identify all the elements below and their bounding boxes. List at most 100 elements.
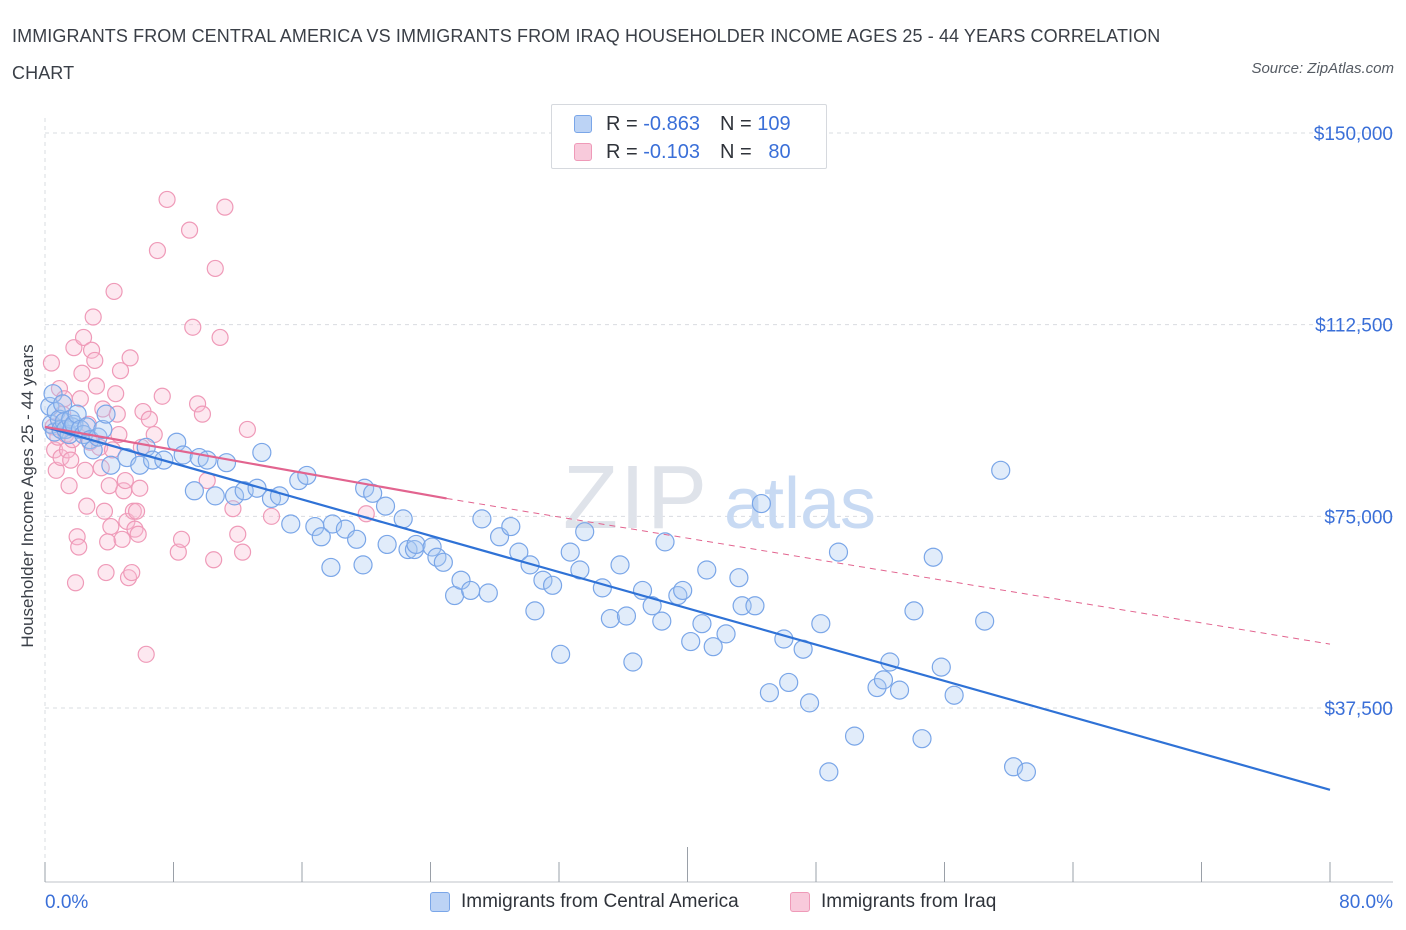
data-point-iraq — [116, 471, 134, 490]
data-point-iraq — [180, 221, 199, 239]
data-point-iraq — [82, 341, 101, 359]
r-label: R = — [606, 112, 638, 135]
data-point-central-america — [811, 614, 831, 634]
data-point-central-america — [844, 726, 865, 746]
data-point-iraq — [233, 543, 252, 561]
data-point-iraq — [95, 502, 114, 520]
data-point-central-america — [873, 670, 894, 690]
data-point-iraq — [129, 525, 147, 543]
data-point-iraq — [193, 405, 212, 423]
data-point-iraq — [108, 405, 126, 423]
trend-lines — [44, 425, 1331, 791]
data-point-iraq — [172, 530, 191, 548]
data-point-central-america — [1016, 762, 1037, 782]
data-point-central-america — [610, 555, 630, 575]
data-point-central-america — [642, 596, 662, 616]
data-point-iraq — [60, 477, 78, 495]
data-point-iraq — [111, 362, 130, 380]
data-point-central-america — [1003, 757, 1024, 777]
legend-label-iraq: Immigrants from Iraq — [821, 891, 997, 912]
data-point-central-america — [673, 580, 693, 601]
data-point-iraq — [58, 441, 77, 459]
legend-item-iraq[interactable]: Immigrants from Iraq — [790, 888, 996, 916]
data-point-iraq — [238, 420, 256, 439]
data-point-central-america — [375, 496, 396, 516]
data-point-iraq — [66, 574, 85, 592]
data-point-central-america — [433, 552, 453, 572]
grid — [44, 118, 1393, 882]
data-point-iraq — [105, 282, 123, 301]
data-point-central-america — [692, 614, 712, 634]
data-point-iraq — [148, 241, 167, 260]
data-point-central-america — [501, 516, 521, 537]
data-point-iraq — [153, 387, 171, 405]
n-label: N = — [719, 140, 752, 163]
data-point-iraq — [123, 563, 141, 582]
data-point-iraq — [107, 385, 125, 403]
data-point-central-america — [101, 455, 121, 475]
data-point-iraq — [78, 497, 96, 515]
data-point-central-america — [377, 534, 397, 555]
data-point-iraq — [127, 502, 146, 520]
data-point-central-america — [427, 547, 447, 567]
legend-swatch-iraq — [790, 892, 810, 912]
data-point-iraq — [76, 461, 94, 479]
legend-label-central-america: Immigrants from Central America — [461, 891, 739, 912]
n-value: 109 — [757, 112, 791, 135]
data-point-central-america — [96, 404, 116, 424]
data-point-iraq — [216, 198, 234, 216]
data-point-central-america — [281, 514, 301, 534]
watermark-atlas: atlas — [724, 464, 876, 544]
data-point-central-america — [184, 481, 204, 501]
watermark-zip: ZIP — [563, 448, 709, 548]
data-point-central-america — [173, 445, 193, 465]
data-point-central-america — [931, 657, 951, 677]
data-point-central-america — [347, 529, 367, 549]
data-point-iraq — [47, 461, 65, 479]
data-point-central-america — [623, 652, 643, 672]
legend-swatch-central-america — [574, 115, 592, 133]
data-point-iraq — [262, 507, 281, 525]
data-point-central-america — [779, 672, 799, 693]
legend-swatch-central-america — [430, 892, 450, 912]
data-point-iraq — [97, 563, 115, 582]
data-point-central-america — [729, 568, 749, 588]
data-point-iraq — [119, 569, 138, 587]
y-tick-label: $112,500 — [1315, 316, 1393, 337]
data-point-iraq — [86, 351, 104, 370]
data-point-central-america — [828, 542, 849, 562]
y-tick-label: $150,000 — [1314, 124, 1393, 145]
data-point-iraq — [100, 477, 118, 495]
data-point-iraq — [87, 377, 106, 395]
data-point-iraq — [131, 479, 149, 497]
data-point-central-america — [461, 580, 481, 601]
data-point-iraq — [70, 538, 88, 556]
data-point-iraq — [99, 533, 117, 551]
data-point-central-america — [655, 532, 675, 552]
data-point-central-america — [93, 419, 113, 440]
data-point-central-america — [406, 534, 426, 555]
data-point-iraq — [229, 525, 247, 543]
legend-item-central-america[interactable]: Immigrants from Central America — [430, 888, 739, 916]
y-tick-label: $37,500 — [1324, 699, 1393, 720]
data-point-iraq — [169, 543, 187, 561]
data-point-iraq — [158, 190, 176, 209]
r-value: -0.863 — [643, 112, 700, 135]
data-point-central-america — [322, 514, 343, 534]
data-point-central-america — [703, 637, 723, 657]
data-point-central-america — [560, 542, 580, 562]
data-point-central-america — [745, 596, 765, 616]
stats-legend: R = -0.863 N = 109 R = -0.103 N = 80 — [551, 104, 827, 169]
data-point-central-america — [575, 522, 595, 542]
data-point-iraq — [126, 520, 144, 538]
data-point-central-america — [533, 570, 553, 590]
data-point-iraq — [74, 328, 93, 347]
data-point-central-america — [912, 729, 932, 749]
data-point-iraq — [62, 451, 80, 469]
r-value: -0.103 — [643, 140, 700, 163]
data-point-iraq — [73, 364, 91, 382]
data-point-iraq — [211, 328, 229, 347]
data-point-iraq — [121, 349, 139, 367]
data-point-iraq — [137, 645, 155, 663]
